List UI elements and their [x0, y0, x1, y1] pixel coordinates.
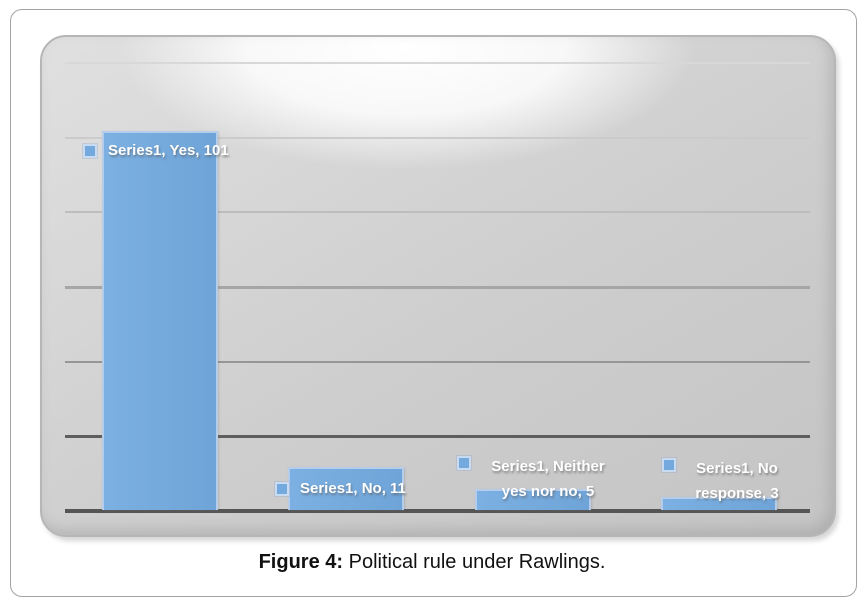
- figure-caption: Figure 4: Political rule under Rawlings.: [0, 551, 864, 574]
- legend-key-icon: [83, 144, 97, 158]
- bar-yes: [102, 130, 219, 510]
- gridline: [65, 136, 810, 139]
- figure-caption-label: Figure 4:: [258, 551, 344, 573]
- figure-caption-text: Political rule under Rawlings.: [343, 551, 606, 573]
- gridline: [65, 211, 810, 214]
- chart-canvas: Series1, Yes, 101 Series1, No, 11 Series…: [40, 35, 836, 537]
- data-label-no: Series1, No, 11: [275, 481, 406, 497]
- data-label-text: Series1, No response, 3: [695, 460, 779, 502]
- data-label-text: Series1, Yes, 101: [108, 142, 229, 159]
- plot-area: [65, 62, 810, 513]
- gridline: [65, 62, 810, 64]
- gridline: [65, 435, 810, 439]
- data-label-text: Series1, Neither yes nor no, 5: [491, 458, 605, 500]
- legend-key-icon: [662, 458, 676, 472]
- data-label-no-response: Series1, No response, 3: [662, 456, 787, 506]
- figure-frame: Series1, Yes, 101 Series1, No, 11 Series…: [10, 9, 857, 597]
- bar-no: [288, 466, 405, 510]
- legend-key-icon: [457, 456, 471, 470]
- data-label-neither: Series1, Neither yes nor no, 5: [457, 454, 614, 504]
- legend-key-icon: [275, 482, 289, 496]
- data-label-text: Series1, No, 11: [300, 480, 406, 497]
- bar-no-response: [660, 496, 777, 510]
- gridline: [65, 360, 810, 364]
- x-axis-line: [65, 509, 810, 513]
- data-label-yes: Series1, Yes, 101: [83, 143, 229, 159]
- gridline: [65, 286, 810, 289]
- bar-neither-yes-nor-no: [474, 489, 591, 510]
